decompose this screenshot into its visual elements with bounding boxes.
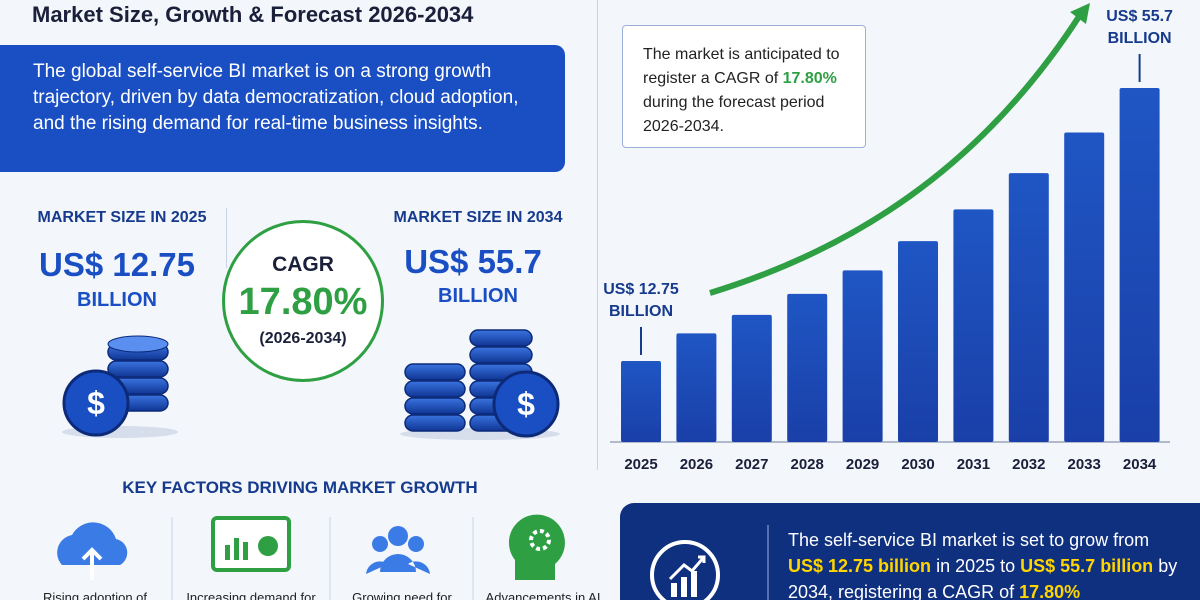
- intro-box: The global self-service BI market is on …: [0, 45, 565, 172]
- bar: [731, 314, 772, 442]
- summary-part: The self-service BI market is set to gro…: [788, 530, 1150, 550]
- bar: [898, 241, 938, 442]
- factor-label: Rising adoption of: [42, 590, 148, 600]
- stat-value: US$ 55.7: [404, 243, 542, 280]
- x-tick-label: 2025: [624, 456, 657, 473]
- callout-highlight: 17.80%: [782, 70, 837, 87]
- x-tick-label: 2034: [1123, 456, 1157, 473]
- x-tick-label: 2032: [1012, 456, 1045, 473]
- intro-text: The global self-service BI market is on …: [33, 61, 519, 134]
- summary-icon: [650, 525, 769, 600]
- summary-part: in 2025 to: [931, 556, 1021, 576]
- x-tick-label: 2028: [791, 456, 824, 473]
- value-label: US$ 12.75 BILLION: [603, 280, 679, 320]
- coin-stack-left: $: [62, 335, 178, 438]
- x-tick-label: 2030: [901, 456, 934, 473]
- divider: [597, 0, 598, 470]
- icons: $ $: [57, 329, 565, 600]
- callout-text: The market is anticipated to register a …: [643, 46, 840, 87]
- bar: [676, 333, 717, 442]
- bar: [842, 270, 883, 442]
- x-tick-label: 2026: [680, 456, 713, 473]
- bar: [787, 293, 828, 442]
- cagr-label: CAGR: [272, 253, 334, 276]
- cagr-period: (2026-2034): [259, 330, 347, 347]
- callout-text: during the forecast period 2026-2034.: [643, 94, 825, 135]
- factor-label: Increasing demand for: [186, 590, 316, 600]
- summary-highlight: US$ 55.7 billion: [1020, 556, 1154, 576]
- factor-label: Growing need for: [352, 590, 452, 600]
- stat-value: US$ 12.75: [39, 246, 195, 283]
- chart: 2025 2026 2027 2028 2029 2030 2031 2032 2033 2034: [610, 3, 1170, 473]
- cagr-circle: CAGR 17.80% (2026-2034): [222, 220, 384, 382]
- x-tick-label: 2027: [735, 456, 768, 473]
- x-tick-label: 2031: [957, 456, 990, 473]
- svg-text:$: $: [87, 385, 105, 421]
- stat-unit: BILLION: [438, 285, 518, 307]
- factors-heading: KEY FACTORS DRIVING MARKET GROWTH: [122, 478, 478, 497]
- title: Market Size, Growth & Forecast 2026-2034: [32, 2, 474, 27]
- bar: [621, 360, 661, 442]
- bar: [953, 209, 994, 442]
- summary-text: The self-service BI market is set to gro…: [788, 527, 1188, 600]
- arrow-head: [1070, 3, 1090, 24]
- value-label: US$ 55.7 BILLION: [1106, 8, 1173, 47]
- bar: [1119, 88, 1160, 442]
- factor-label: Advancements in AI: [485, 590, 601, 600]
- bar: [1008, 173, 1049, 442]
- stat-heading: MARKET SIZE IN 2034: [393, 209, 563, 226]
- factor-icons: [57, 514, 565, 600]
- bar: [1064, 132, 1105, 442]
- x-tick-label: 2029: [846, 456, 879, 473]
- divider: [226, 208, 227, 268]
- summary-highlight: 17.80%: [1019, 582, 1081, 600]
- summary-highlight: US$ 12.75 billion: [788, 556, 932, 576]
- stat-heading: MARKET SIZE IN 2025: [37, 209, 207, 226]
- stat-unit: BILLION: [77, 289, 157, 311]
- summary-part: by 2034, registering a CAGR of: [788, 556, 1178, 600]
- coin-stack-right: $: [400, 329, 560, 440]
- x-tick-label: 2033: [1068, 456, 1101, 473]
- cagr-value: 17.80%: [238, 281, 368, 323]
- callout: The market is anticipated to register a …: [622, 25, 866, 148]
- svg-text:$: $: [517, 386, 535, 422]
- growth-arrow: [709, 13, 1083, 296]
